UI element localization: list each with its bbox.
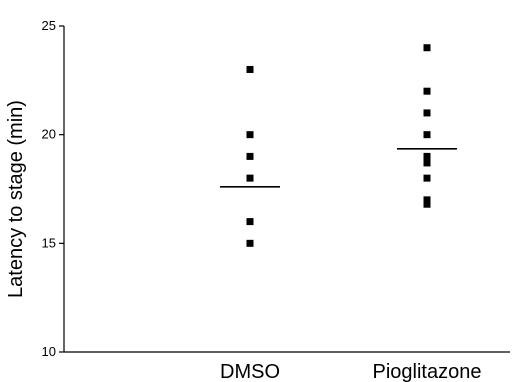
data-point (423, 200, 431, 208)
data-point (246, 174, 254, 182)
data-points (246, 44, 431, 247)
data-point (423, 131, 431, 139)
x-category-label: Pioglitazone (373, 361, 482, 382)
x-category-label: DMSO (220, 361, 280, 382)
x-axis: DMSO Pioglitazone (64, 351, 510, 382)
y-axis: 10 15 20 25 (42, 18, 65, 359)
mean-lines (220, 147, 457, 188)
data-point (423, 152, 431, 160)
data-point (246, 131, 254, 139)
y-tick-label: 20 (42, 127, 56, 142)
data-point (423, 87, 431, 95)
data-point (246, 152, 254, 160)
data-point (423, 109, 431, 117)
data-point (246, 239, 254, 247)
y-tick-label: 10 (42, 344, 56, 359)
y-axis-title: Latency to stage (min) (5, 100, 27, 298)
data-point (423, 174, 431, 182)
y-tick-label: 15 (42, 235, 56, 250)
data-point (246, 65, 254, 73)
data-point (246, 218, 254, 226)
data-point (423, 159, 431, 167)
data-point (423, 196, 431, 204)
y-tick-label: 25 (42, 18, 56, 33)
data-point (423, 44, 431, 52)
